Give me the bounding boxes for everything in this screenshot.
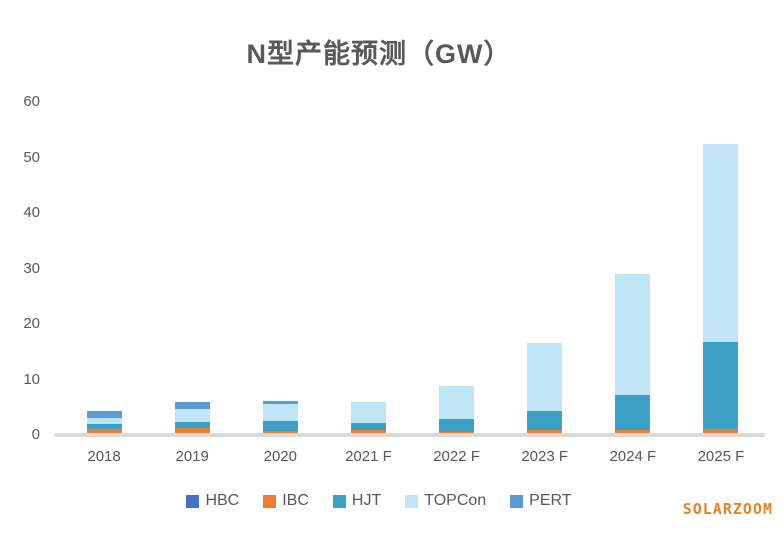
bars-container (60, 102, 765, 435)
watermark: SOLARZOOM (682, 500, 773, 518)
bar-segment-hjt (615, 395, 651, 431)
x-tick-label: 2018 (87, 448, 121, 465)
bar-segment-topcon (350, 401, 386, 423)
bar-segment-topcon (703, 143, 739, 343)
legend-item-hjt: HJT (332, 492, 382, 510)
x-tick-label: 2024 F (609, 448, 657, 465)
plot-area (54, 102, 765, 437)
bar-slot-2024f (589, 102, 677, 435)
bar-stack (350, 401, 386, 435)
bar-slot-2019 (148, 102, 236, 435)
bar-segment-topcon (174, 408, 210, 422)
legend-swatch-hbc (186, 494, 200, 508)
bar-segment-ibc (703, 429, 739, 435)
bar-segment-ibc (527, 430, 563, 435)
legend-label: TOPCon (424, 492, 487, 509)
legend-item-pert: PERT (510, 492, 572, 510)
bar-stack (615, 274, 651, 435)
x-tick-label: 2025 F (697, 448, 745, 465)
bar-segment-ibc (615, 430, 651, 435)
bar-segment-topcon (527, 342, 563, 411)
bar-segment-ibc (174, 428, 210, 435)
bar-slot-2023f (501, 102, 589, 435)
bar-segment-topcon (262, 403, 298, 421)
bar-segment-hjt (527, 410, 563, 431)
bar-stack (527, 342, 563, 435)
bar-segment-pert (86, 411, 122, 418)
legend-label: IBC (282, 492, 309, 509)
x-tick-label: 2019 (175, 448, 209, 465)
y-tick-label: 40 (23, 204, 40, 221)
bar-segment-ibc (350, 430, 386, 435)
bar-segment-ibc (86, 429, 122, 435)
legend-item-topcon: TOPCon (405, 492, 486, 510)
legend-item-hbc: HBC (186, 492, 239, 510)
x-axis-line (54, 433, 765, 437)
bar-segment-topcon (86, 417, 122, 425)
legend-label: HBC (205, 492, 240, 509)
bar-segment-pert (174, 402, 210, 409)
y-tick-label: 10 (23, 370, 40, 388)
bar-segment-hjt (439, 418, 475, 432)
x-tick-label: 2023 F (521, 448, 569, 465)
bar-slot-2021f (324, 102, 412, 435)
x-axis-labels: 2018 2019 2020 2021 F 2022 F 2023 F 2024 F 2025… (60, 448, 765, 465)
bar-segment-hjt (174, 421, 210, 429)
legend: HBC IBC HJT TOPCon PERT (0, 492, 758, 510)
bar-segment-hjt (262, 420, 298, 431)
bar-slot-2020 (236, 102, 324, 435)
y-tick-label: 50 (23, 148, 40, 166)
legend-swatch-pert (510, 494, 524, 508)
legend-label: PERT (529, 492, 572, 509)
bar-stack (86, 411, 122, 435)
bar-segment-hjt (86, 424, 122, 430)
bar-slot-2025f (677, 102, 765, 435)
bar-segment-ibc (262, 430, 298, 435)
bar-slot-2018 (60, 102, 148, 435)
legend-swatch-ibc (263, 494, 277, 508)
bar-segment-hjt (350, 422, 386, 431)
legend-item-ibc: IBC (263, 492, 309, 510)
y-tick-label: 0 (31, 426, 40, 443)
x-tick-label: 2021 F (345, 448, 392, 465)
bar-slot-2022f (413, 102, 501, 435)
bar-segment-pert (262, 400, 298, 404)
bar-segment-hjt (703, 342, 739, 430)
bar-stack (703, 143, 739, 435)
bar-stack (174, 402, 210, 435)
legend-label: HJT (351, 492, 382, 509)
y-tick-label: 20 (23, 315, 40, 332)
bar-segment-topcon (615, 274, 651, 396)
y-tick-label: 30 (23, 259, 40, 277)
bar-stack (262, 400, 298, 435)
y-axis: 0 10 20 30 40 50 60 (0, 93, 48, 443)
bar-stack (439, 385, 475, 435)
legend-swatch-hjt (332, 494, 346, 508)
bar-segment-topcon (439, 385, 475, 419)
chart-title: N型产能预测（GW） (246, 39, 512, 69)
x-tick-label: 2022 F (433, 448, 480, 465)
y-tick-label: 60 (23, 93, 40, 110)
legend-swatch-topcon (405, 494, 419, 508)
x-tick-label: 2020 (263, 448, 297, 465)
